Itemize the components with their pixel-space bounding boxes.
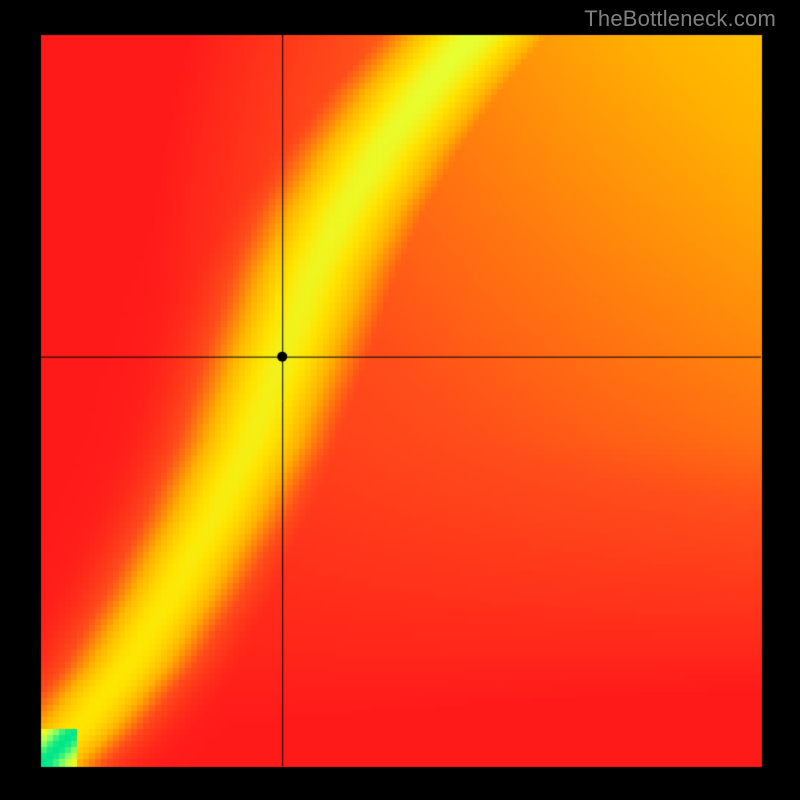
watermark-text: TheBottleneck.com (584, 6, 776, 32)
heatmap-canvas (0, 0, 800, 800)
root-container: TheBottleneck.com (0, 0, 800, 800)
